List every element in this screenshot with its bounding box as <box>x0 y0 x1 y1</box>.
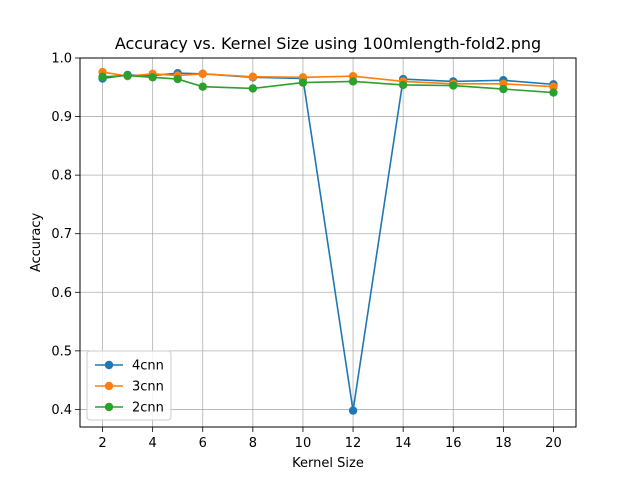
legend-label: 4cnn <box>132 359 164 374</box>
data-point-2cnn <box>248 84 258 93</box>
x-tick-label: 20 <box>545 436 562 451</box>
data-point-2cnn <box>123 71 132 80</box>
legend-marker <box>104 381 114 391</box>
chart-title: Accuracy vs. Kernel Size using 100mlengt… <box>115 34 541 53</box>
x-tick-label: 4 <box>149 436 157 451</box>
y-tick-label: 0.6 <box>51 286 72 301</box>
x-tick-label: 18 <box>495 436 512 451</box>
series-2cnn <box>98 71 558 97</box>
x-tick-label: 8 <box>249 436 257 451</box>
data-point-4cnn <box>348 406 358 415</box>
legend-item-2cnn: 2cnn <box>95 401 164 416</box>
x-tick-label: 6 <box>199 436 207 451</box>
legend-label: 2cnn <box>132 401 164 416</box>
y-axis-label: Accuracy <box>29 213 44 273</box>
grid <box>80 57 576 427</box>
data-point-3cnn <box>198 69 207 79</box>
y-tick-label: 0.9 <box>51 110 72 125</box>
data-point-2cnn <box>148 73 157 82</box>
series-layer <box>98 67 558 415</box>
x-tick-label: 2 <box>98 436 106 451</box>
data-point-2cnn <box>549 88 558 97</box>
data-point-2cnn <box>298 78 308 87</box>
x-axis-label: Kernel Size <box>292 456 364 471</box>
data-point-2cnn <box>398 80 408 90</box>
plot-frame <box>79 57 577 428</box>
data-point-3cnn <box>549 82 558 91</box>
legend-item-4cnn: 4cnn <box>95 359 164 374</box>
y-tick-label: 0.8 <box>51 169 72 184</box>
x-tick-label: 12 <box>345 436 362 451</box>
data-point-2cnn <box>449 81 458 90</box>
x-axis: 2 4 6 8 10 12 14 16 18 20 <box>98 427 562 451</box>
legend-marker <box>104 402 114 412</box>
y-tick-label: 1.0 <box>51 52 72 67</box>
x-tick-label: 14 <box>395 436 412 451</box>
legend-item-3cnn: 3cnn <box>95 380 164 395</box>
data-point-2cnn <box>173 74 182 84</box>
legend-marker <box>104 360 114 370</box>
legend: 4cnn 3cnn 2cnn <box>86 350 172 421</box>
data-point-3cnn <box>248 72 258 81</box>
x-tick-label: 10 <box>295 436 312 451</box>
y-tick-label: 0.5 <box>51 344 72 359</box>
y-tick-label: 0.7 <box>51 227 72 242</box>
x-tick-label: 16 <box>445 436 462 451</box>
data-point-2cnn <box>198 82 207 91</box>
y-axis: 0.4 0.5 0.6 0.7 0.8 0.9 1.0 <box>51 52 80 418</box>
y-tick-label: 0.4 <box>51 403 72 418</box>
data-point-2cnn <box>98 72 107 81</box>
data-point-2cnn <box>348 77 358 86</box>
data-point-2cnn <box>499 84 508 94</box>
legend-label: 3cnn <box>132 380 164 395</box>
